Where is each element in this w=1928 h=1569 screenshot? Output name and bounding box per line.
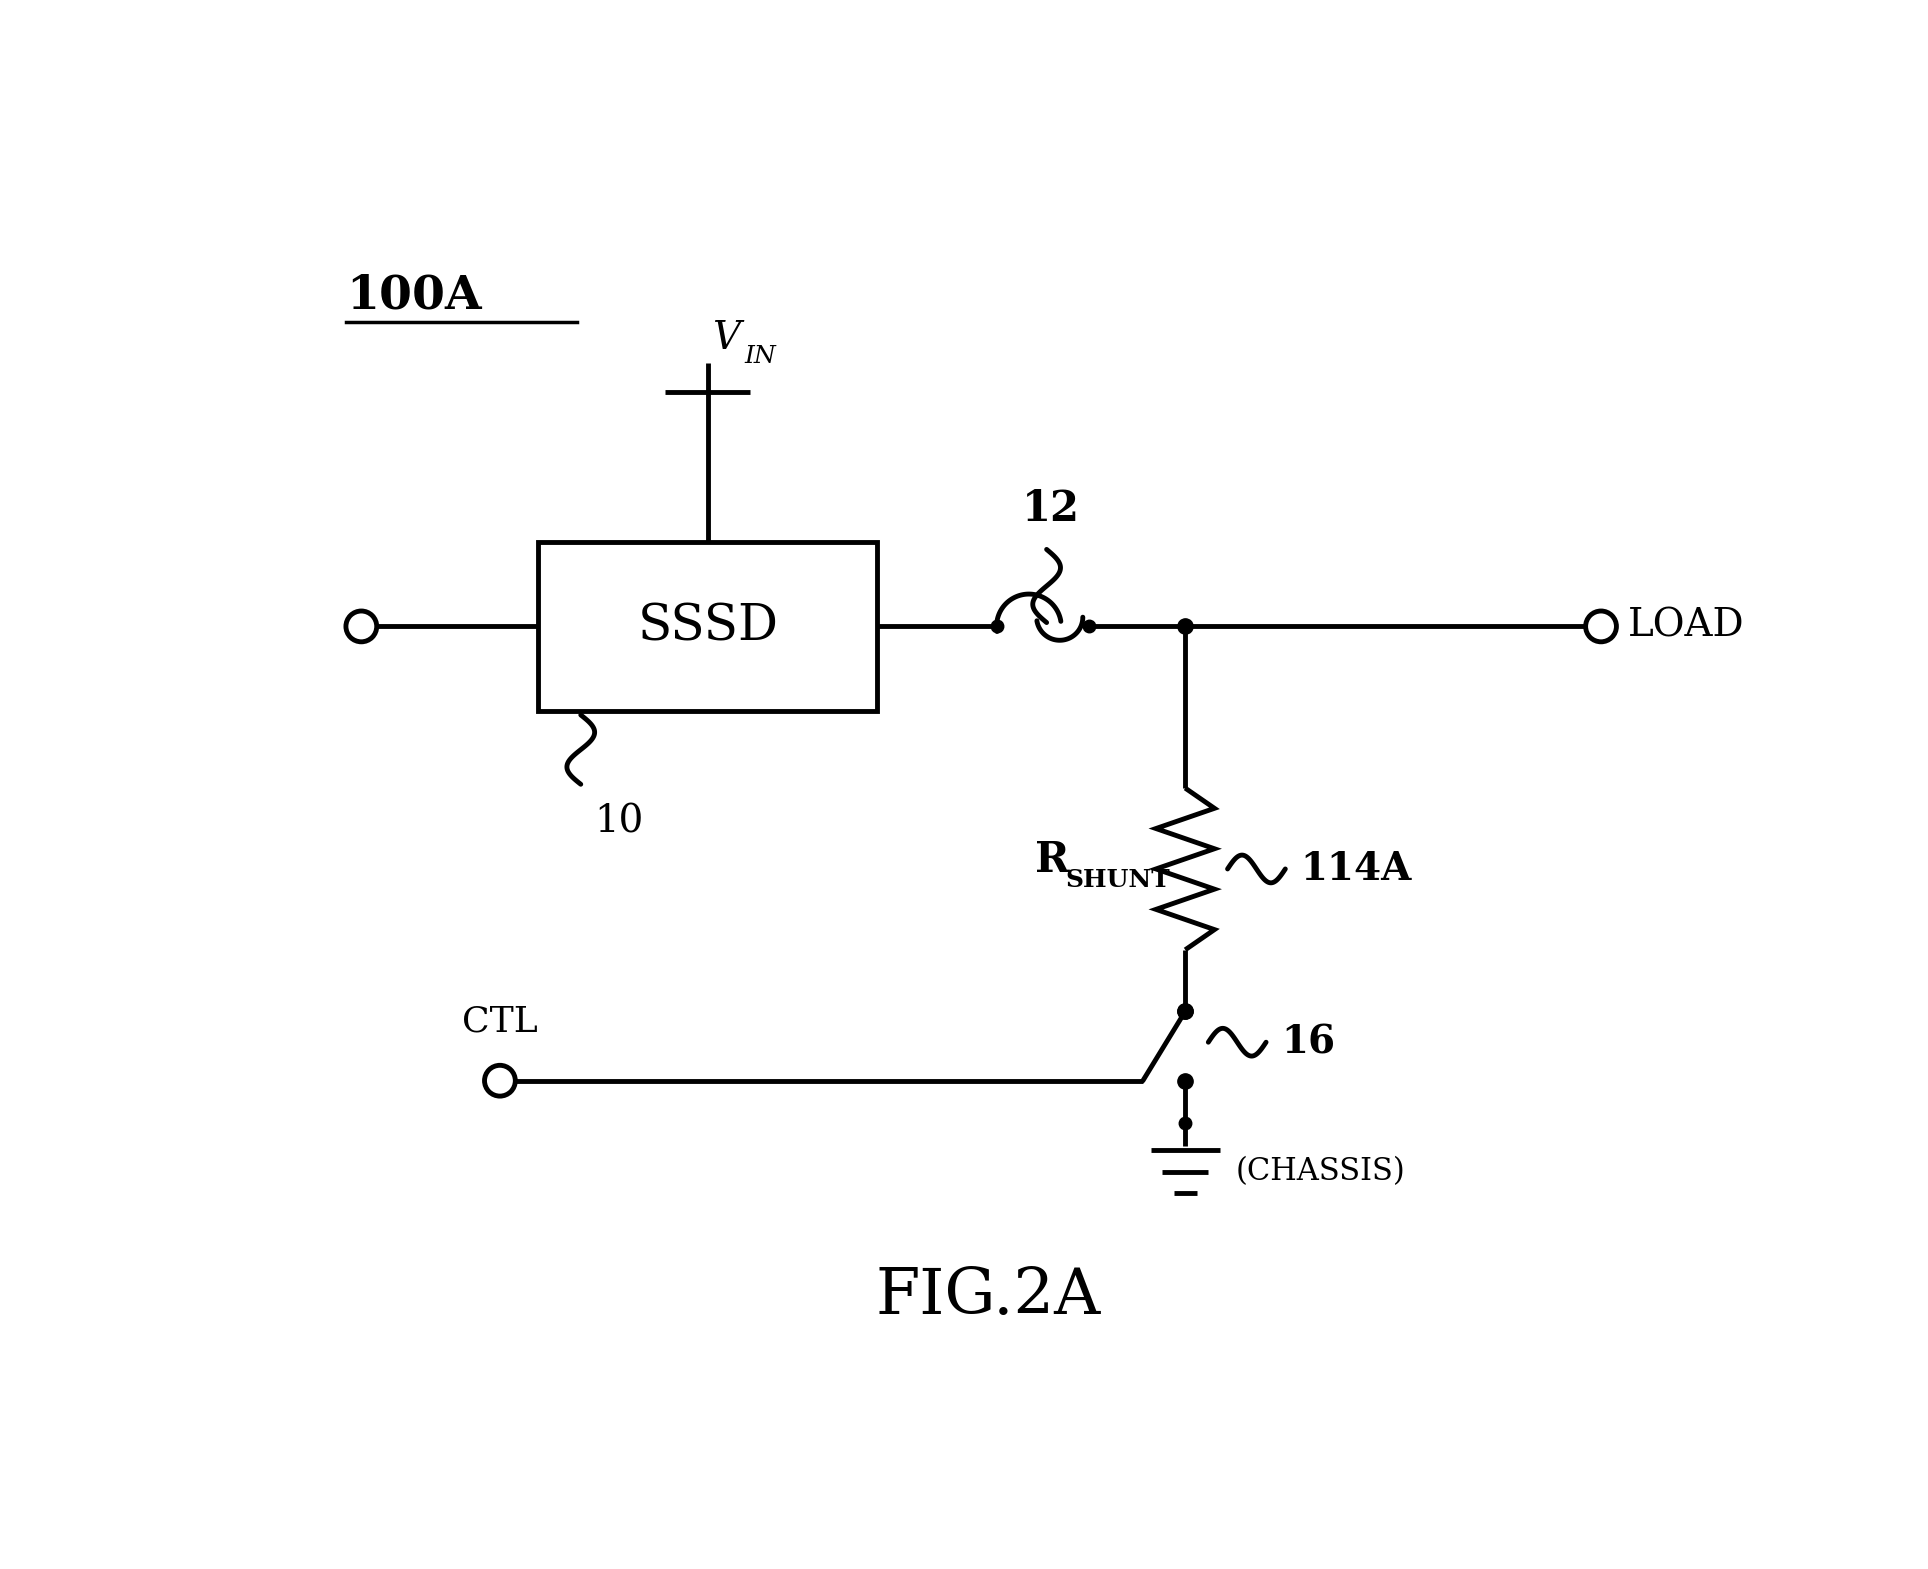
- Text: CTL: CTL: [463, 1004, 538, 1039]
- Text: (CHASSIS): (CHASSIS): [1236, 1156, 1406, 1188]
- Text: SSSD: SSSD: [638, 601, 779, 651]
- Text: IN: IN: [744, 345, 775, 369]
- Text: 100A: 100A: [345, 273, 482, 319]
- Text: FIG.2A: FIG.2A: [875, 1266, 1101, 1327]
- Text: 12: 12: [1022, 488, 1080, 530]
- Text: LOAD: LOAD: [1627, 607, 1745, 645]
- FancyBboxPatch shape: [538, 541, 877, 711]
- Text: 114A: 114A: [1301, 850, 1411, 888]
- Text: 16: 16: [1282, 1023, 1336, 1061]
- Text: R: R: [1035, 839, 1070, 880]
- Text: V: V: [711, 320, 740, 356]
- Text: 10: 10: [594, 803, 644, 841]
- Text: SHUNT: SHUNT: [1066, 868, 1170, 891]
